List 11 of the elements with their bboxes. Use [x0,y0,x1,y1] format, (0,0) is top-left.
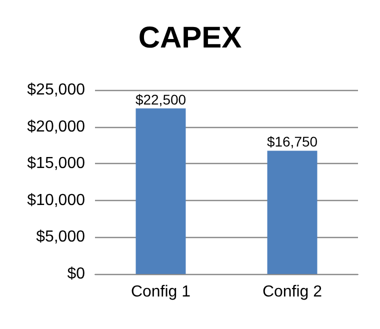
y-tick-label: $15,000 [27,155,86,172]
x-tick-label: Config 1 [130,284,191,300]
y-tick-label: $10,000 [27,192,86,209]
x-tick-label: Config 2 [262,284,322,300]
chart-title: CAPEX [138,22,242,54]
y-tick-label: $20,000 [27,118,86,136]
y-tick-label: $5,000 [36,228,86,246]
y-tick-label: $25,000 [27,82,86,98]
data-label: $16,750 [266,134,318,150]
y-tick-label: $0 [67,266,86,282]
data-label: $22,500 [135,91,186,108]
